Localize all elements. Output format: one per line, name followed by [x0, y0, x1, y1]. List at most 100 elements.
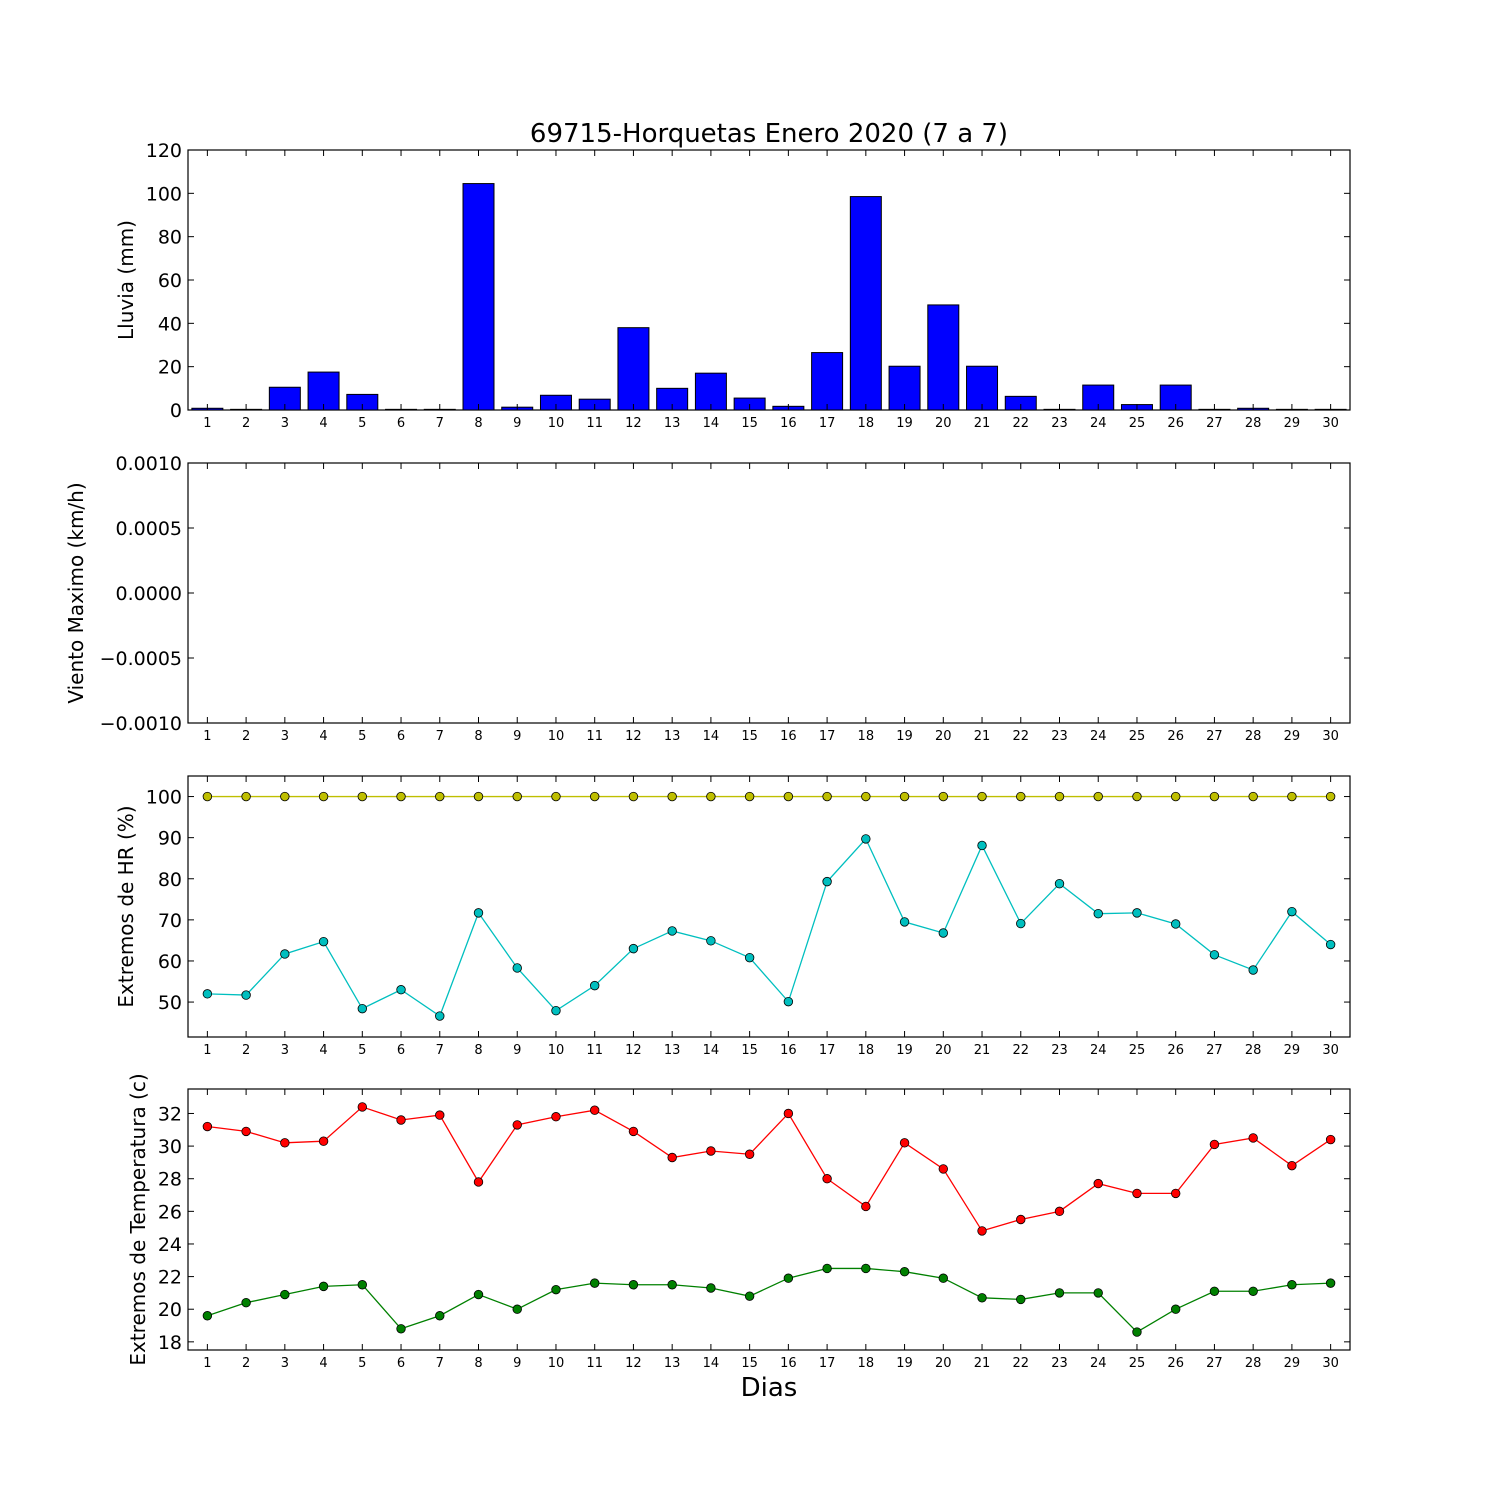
series-2-point-day-2	[241, 990, 251, 1000]
series-1-point-day-27	[1209, 791, 1220, 802]
x-tick-label: 28	[1245, 1043, 1262, 1058]
series-1-point-day-6	[396, 791, 406, 802]
x-tick-label: 29	[1284, 1043, 1301, 1058]
x-tick-label: 8	[474, 1043, 482, 1058]
series-1-point-day-17	[822, 1174, 832, 1184]
series-2-point-day-9	[512, 1304, 522, 1314]
series-2-point-day-3	[280, 1289, 290, 1300]
x-tick-label: 6	[397, 1356, 405, 1371]
x-tick-label: 24	[1090, 729, 1107, 744]
x-tick-label: 28	[1245, 729, 1262, 744]
x-tick-label: 19	[896, 729, 913, 744]
y-tick-label: 60	[158, 270, 182, 292]
series-2-point-day-27	[1209, 950, 1220, 960]
x-tick-label: 30	[1322, 1356, 1339, 1371]
x-tick-label: 24	[1090, 416, 1107, 431]
series-1-point-day-5	[357, 791, 368, 802]
x-tick-label: 4	[319, 1356, 327, 1371]
x-tick-label: 30	[1322, 416, 1339, 431]
x-tick-label: 26	[1167, 1356, 1184, 1371]
bar-day-17	[811, 352, 844, 411]
x-tick-label: 5	[358, 729, 366, 744]
series-1-point-day-24	[1093, 1178, 1103, 1189]
series-2-point-day-18	[861, 1263, 871, 1274]
series-2-point-day-17	[822, 876, 832, 887]
y-axis-label: Extremos de Temperatura (c)	[126, 1073, 150, 1365]
series-1-point-day-6	[396, 1115, 406, 1125]
x-tick-label: 13	[664, 1043, 681, 1058]
series-1-point-day-25	[1132, 1188, 1142, 1199]
series-1-point-day-3	[280, 791, 290, 802]
series-2-point-day-24	[1093, 908, 1103, 919]
x-tick-label: 13	[664, 1356, 681, 1371]
y-tick-label: 0	[170, 400, 182, 422]
series-1-point-day-1	[202, 1121, 213, 1132]
x-tick-label: 2	[242, 1356, 250, 1371]
y-axis-label: Viento Maximo (km/h)	[64, 482, 88, 703]
x-tick-label: 6	[397, 416, 405, 431]
x-tick-label: 2	[242, 1043, 250, 1058]
series-1-point-day-8	[473, 1177, 484, 1187]
chart-title: 69715-Horquetas Enero 2020 (7 a 7)	[530, 119, 1008, 149]
bar-day-21	[966, 365, 999, 411]
x-tick-label: 8	[474, 729, 482, 744]
series-1-point-day-16	[783, 791, 794, 802]
bar-day-18	[849, 196, 882, 411]
series-2-point-day-12	[628, 1280, 639, 1290]
x-tick-label: 11	[586, 729, 603, 744]
series-2-line	[207, 837, 1332, 1018]
series-2-point-day-6	[396, 1324, 406, 1334]
y-tick-label: 60	[158, 951, 182, 973]
series-2-point-day-14	[706, 936, 716, 946]
series-2-point-day-4	[318, 1281, 329, 1292]
x-tick-label: 8	[474, 416, 482, 431]
series-2-point-day-1	[202, 1311, 213, 1321]
x-tick-label: 10	[548, 729, 565, 744]
x-tick-label: 23	[1051, 729, 1068, 744]
x-tick-label: 23	[1051, 1356, 1068, 1371]
x-tick-label: 9	[513, 729, 521, 744]
x-tick-label: 22	[1012, 1356, 1029, 1371]
x-tick-label: 24	[1090, 1043, 1107, 1058]
x-tick-label: 29	[1284, 729, 1301, 744]
y-tick-label: 0.0005	[116, 518, 182, 540]
bar-day-20	[927, 304, 960, 411]
series-1-point-day-28	[1248, 1133, 1258, 1143]
x-tick-label: 26	[1167, 729, 1184, 744]
series-2-point-day-8	[473, 908, 484, 918]
series-1-point-day-17	[822, 791, 832, 802]
series-1-point-day-10	[551, 1112, 561, 1122]
x-tick-label: 9	[513, 1356, 521, 1371]
series-2-point-day-29	[1287, 1280, 1297, 1290]
series-1-point-day-27	[1209, 1139, 1220, 1150]
x-tick-label: 27	[1206, 416, 1223, 431]
series-1-point-day-1	[202, 791, 213, 802]
series-2-point-day-30	[1325, 939, 1336, 950]
x-tick-label: 4	[319, 1043, 327, 1058]
series-1-point-day-29	[1287, 791, 1297, 802]
x-tick-label: 19	[896, 416, 913, 431]
series-1-point-day-4	[318, 1136, 329, 1146]
x-tick-label: 22	[1012, 1043, 1029, 1058]
series-1-point-day-20	[938, 1164, 949, 1174]
x-tick-label: 28	[1245, 416, 1262, 431]
x-tick-label: 23	[1051, 416, 1068, 431]
y-tick-label: −0.0005	[100, 648, 182, 670]
series-1-point-day-15	[744, 791, 755, 802]
x-tick-label: 5	[358, 416, 366, 431]
x-tick-label: 1	[203, 1356, 211, 1371]
x-tick-label: 20	[935, 729, 952, 744]
x-tick-label: 5	[358, 1043, 366, 1058]
series-2-point-day-25	[1132, 908, 1142, 918]
series-1-point-day-3	[280, 1138, 290, 1148]
series-2-point-day-9	[512, 963, 522, 973]
bar-day-4	[307, 371, 340, 411]
x-tick-label: 20	[935, 416, 952, 431]
x-tick-label: 16	[780, 416, 797, 431]
y-tick-label: 0.0000	[116, 583, 182, 605]
x-tick-label: 8	[474, 1356, 482, 1371]
x-tick-label: 12	[625, 729, 642, 744]
series-1-point-day-26	[1170, 1188, 1181, 1199]
series-2-point-day-20	[938, 1273, 949, 1283]
